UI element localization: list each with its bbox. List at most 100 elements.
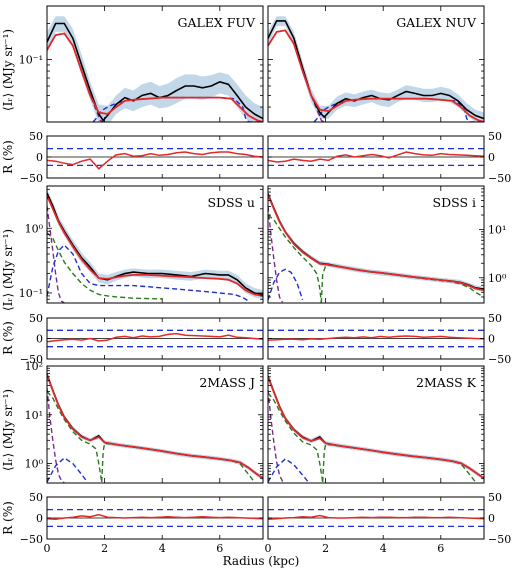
plot-area bbox=[47, 16, 263, 122]
x-axis-label: Radius (kpc) bbox=[223, 554, 300, 568]
y-tick-label: 10⁰ bbox=[25, 222, 44, 235]
series-model bbox=[268, 29, 484, 122]
residual-series bbox=[268, 514, 484, 521]
panel-2mass-k: 2MASS K bbox=[267, 365, 485, 484]
uncertainty-band bbox=[268, 16, 484, 122]
panel-title: SDSS u bbox=[207, 195, 255, 210]
y-axis-label-row2: ⟨Iᵣ⟩ (MJy sr⁻¹) bbox=[1, 229, 15, 311]
series-nucleus bbox=[268, 390, 286, 483]
residual-plot-area bbox=[268, 508, 484, 528]
x-tick-label: 4 bbox=[380, 542, 387, 555]
residual-plot-area bbox=[47, 508, 263, 528]
panel-galex-nuv: GALEX NUV bbox=[267, 5, 485, 123]
residual-y-tick-label: 50 bbox=[29, 312, 43, 325]
series-disk bbox=[47, 244, 249, 302]
y-tick-label: 10⁻¹ bbox=[19, 53, 43, 66]
series-bulge bbox=[268, 214, 322, 303]
series-disk bbox=[47, 457, 88, 483]
residual-y-tick-label: 50 bbox=[488, 491, 502, 504]
panel-title: SDSS i bbox=[433, 195, 476, 210]
residual-series bbox=[268, 151, 484, 163]
y-tick-label: 10⁰ bbox=[488, 272, 507, 285]
axes-frame bbox=[267, 365, 485, 484]
residual-y-tick-label: −50 bbox=[488, 172, 511, 185]
series-disk-outer bbox=[320, 264, 484, 303]
residual-2mass-k: −50 0 50 0 2 4 6 bbox=[265, 491, 512, 555]
series-disk bbox=[268, 268, 304, 301]
panel-title: 2MASS J bbox=[199, 375, 255, 390]
plot-area bbox=[268, 191, 484, 303]
series-bulge bbox=[47, 391, 103, 483]
uncertainty-band bbox=[47, 16, 263, 122]
series-nucleus bbox=[47, 388, 65, 483]
residual-y-tick-label: 0 bbox=[488, 512, 495, 525]
y-tick-label: 10⁻¹ bbox=[19, 287, 43, 300]
residual-galex-fuv: −50 0 50 bbox=[20, 130, 264, 185]
series-model bbox=[268, 194, 484, 292]
series-model bbox=[47, 195, 263, 297]
panel-2mass-j: 10⁰ 10¹ 10² 2MASS J bbox=[25, 360, 264, 484]
x-tick-label: 6 bbox=[437, 542, 444, 555]
plot-area bbox=[268, 373, 484, 483]
panel-title: 2MASS K bbox=[416, 375, 477, 390]
y-axis-residual-label-row2: R (%) bbox=[1, 321, 15, 355]
panel-title: GALEX NUV bbox=[396, 15, 477, 30]
axes-frame bbox=[46, 5, 264, 123]
residual-y-tick-label: −50 bbox=[488, 533, 511, 546]
panel-sdss-i: 10⁰ 10¹ SDSS i bbox=[267, 185, 507, 304]
residual-y-tick-label: −50 bbox=[488, 353, 511, 366]
residual-y-tick-label: 0 bbox=[36, 512, 43, 525]
y-axis-label-row3: ⟨Iᵣ⟩ (MJy sr⁻¹) bbox=[1, 389, 15, 471]
series-bulge bbox=[268, 392, 324, 483]
x-tick-label: 6 bbox=[216, 542, 223, 555]
y-tick-label: 10² bbox=[25, 360, 43, 373]
x-tick-label: 0 bbox=[265, 542, 272, 555]
y-tick-label: 10⁰ bbox=[25, 458, 44, 471]
series-nucleus bbox=[268, 206, 284, 303]
x-tick-label: 4 bbox=[159, 542, 166, 555]
residual-y-tick-label: 0 bbox=[36, 151, 43, 164]
residual-y-tick-label: 0 bbox=[36, 333, 43, 346]
residual-series bbox=[47, 513, 263, 521]
residual-sdss-i: −50 0 50 bbox=[267, 312, 511, 366]
residual-series bbox=[268, 335, 484, 341]
series-disk bbox=[268, 458, 309, 483]
series-nucleus bbox=[47, 206, 65, 303]
residual-y-tick-label: 50 bbox=[488, 130, 502, 143]
panel-title: GALEX FUV bbox=[177, 15, 256, 30]
residual-plot-area bbox=[47, 147, 263, 170]
series-model bbox=[268, 376, 484, 480]
series-data bbox=[47, 22, 263, 122]
series-model bbox=[47, 374, 263, 480]
residual-y-tick-label: −50 bbox=[20, 533, 43, 546]
residual-plot-area bbox=[268, 329, 484, 348]
series-model bbox=[47, 32, 263, 122]
residual-y-tick-label: −50 bbox=[20, 172, 43, 185]
plot-area bbox=[47, 189, 263, 303]
y-axis-residual-label-row3: R (%) bbox=[1, 501, 15, 535]
residual-y-tick-label: 50 bbox=[29, 491, 43, 504]
residual-y-tick-label: 50 bbox=[29, 130, 43, 143]
residual-galex-nuv: −50 0 50 bbox=[267, 130, 511, 185]
plot-area bbox=[268, 16, 484, 122]
residual-sdss-u: −50 0 50 bbox=[20, 312, 264, 366]
residual-plot-area bbox=[47, 329, 263, 348]
x-tick-label: 2 bbox=[322, 542, 329, 555]
residual-y-tick-label: 0 bbox=[488, 333, 495, 346]
residual-y-tick-label: 50 bbox=[488, 312, 502, 325]
panel-galex-fuv: 10⁻¹ GALEX FUV bbox=[19, 5, 264, 123]
y-axis-residual-label-row1: R (%) bbox=[1, 140, 15, 174]
residual-y-tick-label: −50 bbox=[20, 353, 43, 366]
x-tick-label: 2 bbox=[101, 542, 108, 555]
x-tick-label: 0 bbox=[44, 542, 51, 555]
axes-frame bbox=[267, 185, 485, 304]
y-axis-label-row1: ⟨Iᵣ⟩ (MJy sr⁻¹) bbox=[1, 29, 15, 111]
residual-plot-area bbox=[268, 147, 484, 167]
plot-area bbox=[47, 372, 263, 483]
axes-frame bbox=[46, 365, 264, 484]
residual-series bbox=[47, 151, 263, 170]
uncertainty-band bbox=[47, 189, 263, 300]
y-tick-label: 10¹ bbox=[488, 224, 506, 237]
